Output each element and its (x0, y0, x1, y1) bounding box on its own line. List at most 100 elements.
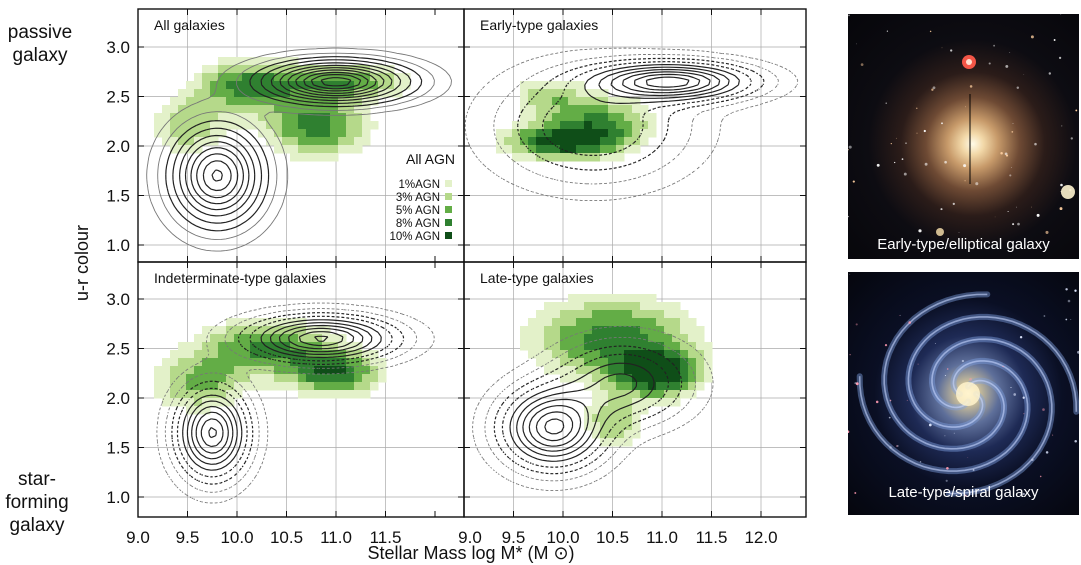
agn-cell (322, 121, 331, 130)
agn-cell (322, 382, 331, 391)
agn-cell (560, 113, 569, 122)
agn-cell (632, 414, 641, 423)
agn-cell (346, 145, 355, 154)
agn-cell (298, 89, 307, 98)
x-tick-label: 9.0 (126, 528, 150, 547)
agn-cell (346, 382, 355, 391)
colour-mass-figure: All galaxies Early-type galaxies Indetermi… (72, 8, 807, 563)
agn-cell (608, 326, 617, 335)
agn-cell (250, 89, 259, 98)
agn-cell (274, 105, 283, 114)
agn-cell (330, 366, 339, 375)
agn-cell (218, 350, 227, 359)
agn-cell (170, 121, 179, 130)
agn-cell (520, 97, 529, 106)
agn-cell (592, 310, 601, 319)
agn-cell (528, 145, 537, 154)
agn-cell (298, 153, 307, 162)
agn-cell (290, 145, 299, 154)
agn-cell (250, 334, 259, 343)
agn-cell (568, 342, 577, 351)
agn-cell (186, 97, 195, 106)
agn-cell (560, 145, 569, 154)
agn-cell (592, 326, 601, 335)
agn-cell (584, 342, 593, 351)
agn-cell (624, 358, 633, 367)
agn-cell (600, 422, 609, 431)
contour-level-6 (190, 67, 385, 205)
agn-cell (568, 318, 577, 327)
agn-cell (218, 105, 227, 114)
agn-cell (194, 105, 203, 114)
agn-cell (394, 81, 403, 90)
agn-cell (536, 350, 545, 359)
agn-cell (576, 334, 585, 343)
contour-level-2 (493, 345, 683, 475)
agn-cell (632, 366, 641, 375)
agn-cell (616, 97, 625, 106)
agn-cell (218, 81, 227, 90)
galaxy-contours (146, 47, 452, 252)
agn-cell (528, 97, 537, 106)
agn-cell (528, 342, 537, 351)
agn-cell (656, 310, 665, 319)
agn-cell (154, 121, 163, 130)
agn-cell (338, 65, 347, 74)
agn-cell (250, 73, 259, 82)
agn-cell (552, 89, 561, 98)
agn-cell (338, 366, 347, 375)
agn-cell (536, 105, 545, 114)
agn-cell (592, 334, 601, 343)
contour-level-7 (528, 405, 582, 447)
agn-cell (266, 382, 275, 391)
agn-cell (194, 406, 203, 415)
agn-cell (354, 390, 363, 399)
agn-cell (504, 145, 513, 154)
contour-level-7 (195, 327, 355, 454)
agn-cell (234, 89, 243, 98)
agn-cell (696, 366, 705, 375)
y-tick-label: 1.5 (106, 439, 130, 458)
agn-cell (664, 390, 673, 399)
panel-title-2: Indeterminate-type galaxies (154, 270, 326, 286)
contour-level-7 (196, 69, 377, 199)
agn-cell (290, 326, 299, 335)
agn-cell (322, 65, 331, 74)
agn-cell (664, 310, 673, 319)
agn-cell (624, 366, 633, 375)
agn-cell (640, 350, 649, 359)
agn-cell (680, 390, 689, 399)
agn-cell (536, 326, 545, 335)
agn-cell (178, 350, 187, 359)
agn-cell (314, 129, 323, 138)
agn-cell (242, 97, 251, 106)
agn-cell (672, 342, 681, 351)
agn-cell (282, 121, 291, 130)
x-tick-label: 11.0 (646, 528, 678, 547)
agn-cell (640, 121, 649, 130)
agn-cell (584, 137, 593, 146)
agn-cell (536, 113, 545, 122)
agn-cell (648, 398, 657, 407)
agn-cell (282, 73, 291, 82)
agn-cell (496, 129, 505, 138)
agn-cell (314, 326, 323, 335)
agn-cell (624, 382, 633, 391)
agn-cell (330, 334, 339, 343)
star-forming-label-line-2: forming (5, 492, 69, 513)
agn-cell (314, 121, 323, 130)
agn-cell (218, 73, 227, 82)
agn-cell (608, 318, 617, 327)
agn-cell (568, 137, 577, 146)
agn-cell (624, 438, 633, 447)
agn-cell (186, 129, 195, 138)
agn-cell (298, 318, 307, 327)
agn-cell (178, 89, 187, 98)
legend-swatch-4 (445, 232, 452, 239)
agn-cell (306, 382, 315, 391)
agn-cell (186, 358, 195, 367)
agn-cell (402, 73, 411, 82)
agn-cell (664, 398, 673, 407)
agn-cell (600, 137, 609, 146)
agn-cell (162, 137, 171, 146)
